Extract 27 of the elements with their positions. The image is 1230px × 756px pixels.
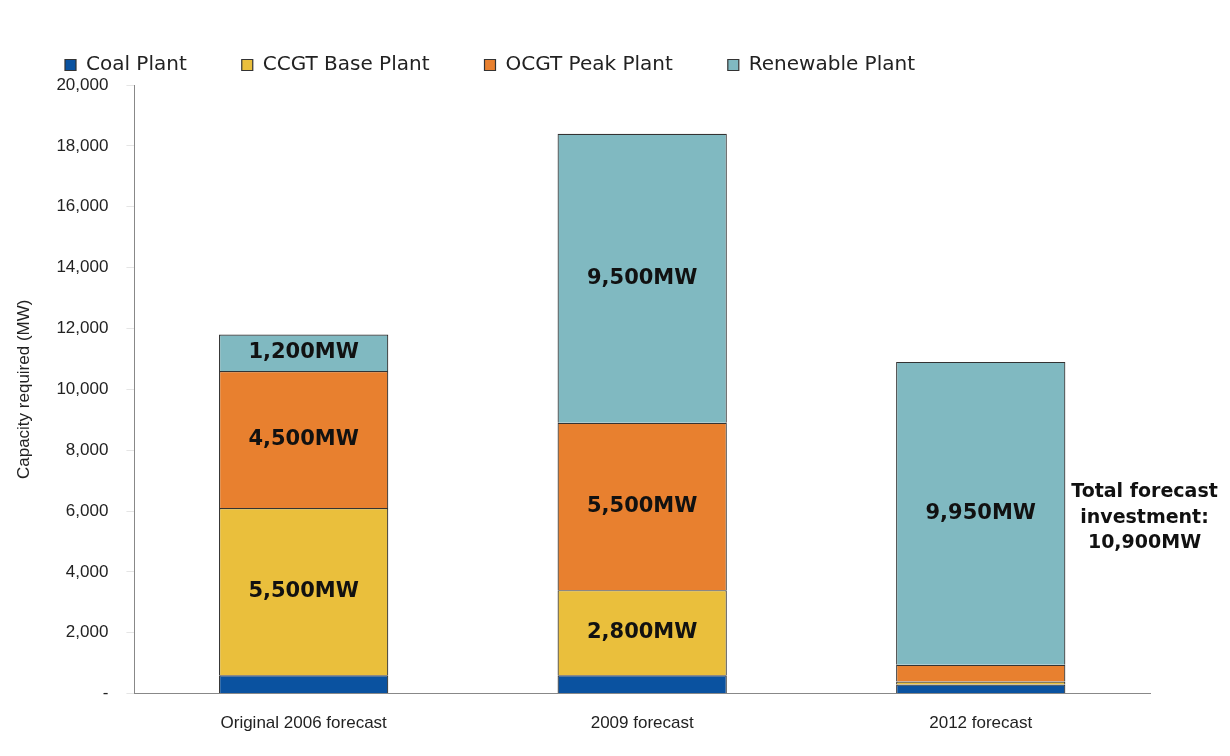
y-tick-label: 20,000 — [56, 74, 109, 94]
y-tick-label: 4,000 — [65, 561, 109, 581]
x-tick-label: 2012 forecast — [929, 713, 1033, 733]
data-label: 5,500MW — [248, 578, 359, 603]
y-tick-label: 8,000 — [65, 439, 109, 459]
legend-label: CCGT Base Plant — [262, 51, 430, 76]
legend-label: Coal Plant — [86, 51, 187, 76]
x-tick-label: 2009 forecast — [590, 713, 694, 733]
data-label: 5,500MW — [586, 492, 698, 517]
data-label: 9,500MW — [586, 264, 698, 289]
legend-label: Renewable Plant — [748, 51, 916, 76]
y-tick-label: 6,000 — [65, 500, 109, 520]
y-tick-label: 2,000 — [65, 622, 109, 642]
y-axis-title: Capacity required (MW) — [13, 299, 33, 480]
y-tick-label: 14,000 — [56, 257, 109, 277]
data-label: 9,950MW — [925, 499, 1036, 524]
y-tick-label: 10,000 — [56, 378, 109, 398]
x-tick-label: Original 2006 forecast — [220, 713, 388, 733]
data-label: 2,800MW — [586, 619, 698, 644]
annotation: Total forecast investment: 10,900MW — [1070, 478, 1219, 555]
y-tick-label: - — [102, 683, 109, 703]
legend-label: OCGT Peak Plant — [505, 51, 673, 76]
data-label: 4,500MW — [248, 425, 359, 450]
y-tick-label: 16,000 — [56, 196, 109, 216]
y-tick-label: 12,000 — [56, 318, 109, 338]
data-label: 1,200MW — [248, 339, 359, 364]
y-tick-label: 18,000 — [56, 135, 109, 155]
